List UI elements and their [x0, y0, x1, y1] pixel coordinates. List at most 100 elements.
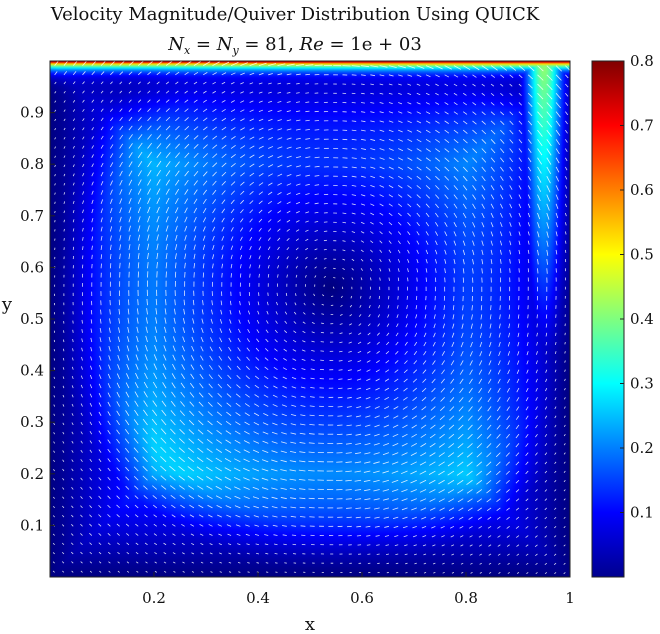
quiver-arrow	[277, 255, 280, 260]
quiver-arrow	[472, 268, 474, 274]
quiver-arrow	[52, 533, 55, 536]
quiver-arrow	[119, 152, 123, 158]
quiver-arrow	[100, 162, 104, 168]
quiver-arrow	[289, 478, 297, 481]
quiver-arrow	[218, 346, 223, 352]
quiver-arrow	[147, 108, 151, 112]
quiver-arrow	[527, 194, 531, 199]
quiver-arrow	[82, 191, 85, 195]
quiver-arrow	[283, 339, 288, 343]
quiver-arrow	[564, 378, 566, 382]
quiver-arrow	[451, 332, 455, 338]
quiver-arrow	[434, 240, 438, 246]
quiver-arrow	[345, 479, 352, 482]
quiver-arrow	[117, 354, 121, 361]
quiver-arrow	[515, 415, 520, 420]
quiver-arrow	[342, 277, 345, 280]
quiver-arrow	[245, 393, 250, 398]
quiver-arrow	[295, 137, 301, 140]
quiver-arrow	[212, 162, 218, 168]
quiver-arrow	[189, 504, 195, 509]
quiver-arrow	[305, 265, 308, 269]
quiver-arrow	[453, 139, 459, 144]
quiver-arrow	[435, 65, 443, 70]
quiver-arrow	[360, 157, 367, 160]
quiver-arrow	[261, 468, 269, 472]
quiver-arrow	[72, 145, 75, 149]
quiver-arrow	[235, 421, 241, 426]
quiver-arrow	[268, 118, 273, 122]
quiver-arrow	[404, 341, 408, 346]
quiver-arrow	[171, 373, 176, 380]
quiver-arrow	[345, 470, 352, 473]
quiver-arrow	[91, 190, 94, 195]
quiver-arrow	[53, 441, 55, 444]
quiver-arrow	[488, 544, 492, 547]
quiver-arrow	[413, 360, 418, 365]
quiver-arrow	[394, 544, 399, 547]
quiver-arrow	[295, 128, 301, 131]
quiver-arrow	[481, 194, 486, 200]
quiver-arrow	[563, 433, 566, 437]
quiver-arrow	[477, 406, 483, 412]
quiver-arrow	[554, 526, 557, 529]
quiver-arrow	[125, 410, 130, 416]
quiver-arrow	[370, 83, 374, 86]
quiver-arrow	[489, 314, 492, 320]
quiver-arrow	[314, 275, 317, 278]
quiver-arrow	[411, 433, 417, 438]
quiver-arrow	[119, 125, 124, 131]
quiver-arrow	[268, 100, 273, 103]
quiver-arrow	[286, 174, 292, 177]
quiver-arrow	[189, 401, 195, 407]
quiver-arrow	[506, 424, 510, 430]
quiver-arrow	[71, 450, 74, 453]
quiver-arrow	[137, 179, 142, 186]
quiver-arrow	[282, 385, 287, 389]
quiver-arrow	[255, 543, 260, 546]
quiver-arrow	[453, 194, 458, 200]
quiver-arrow	[151, 428, 158, 435]
quiver-arrow	[161, 419, 167, 426]
quiver-arrow	[262, 515, 269, 518]
quiver-arrow	[360, 221, 365, 225]
quiver-arrow	[424, 305, 427, 310]
quiver-arrow	[147, 179, 152, 186]
quiver-arrow	[107, 533, 111, 536]
quiver-arrow	[80, 561, 83, 564]
colorbar-tick-label: 0.5	[630, 246, 654, 264]
quiver-arrow	[128, 152, 133, 158]
quiver-arrow	[284, 320, 288, 324]
quiver-arrow	[370, 231, 374, 234]
quiver-arrow	[481, 185, 486, 191]
quiver-arrow	[525, 498, 529, 502]
quiver-arrow	[98, 430, 102, 435]
quiver-arrow	[469, 360, 473, 366]
quiver-arrow	[125, 514, 130, 518]
quiver-arrow	[460, 360, 464, 366]
quiver-arrow	[271, 459, 278, 463]
quiver-arrow	[100, 117, 104, 122]
quiver-arrow	[80, 514, 83, 518]
quiver-arrow	[163, 561, 167, 564]
quiver-arrow	[202, 253, 205, 260]
quiver-arrow	[128, 225, 131, 232]
quiver-arrow	[299, 488, 306, 490]
quiver-arrow	[147, 151, 153, 158]
quiver-arrow	[128, 71, 133, 76]
quiver-arrow	[91, 145, 94, 149]
quiver-arrow	[290, 414, 297, 417]
quiver-arrow	[509, 240, 512, 246]
quiver-arrow	[303, 302, 306, 306]
quiver-arrow	[434, 258, 437, 264]
quiver-arrow	[107, 504, 111, 509]
quiver-arrow	[410, 489, 417, 493]
quiver-arrow	[216, 411, 223, 417]
quiver-arrow	[156, 188, 161, 195]
quiver-arrow	[527, 203, 531, 209]
quiver-arrow	[321, 303, 325, 306]
quiver-arrow	[89, 486, 93, 490]
quiver-arrow	[190, 533, 195, 536]
quiver-arrow	[165, 179, 171, 186]
quiver-arrow	[100, 135, 104, 140]
